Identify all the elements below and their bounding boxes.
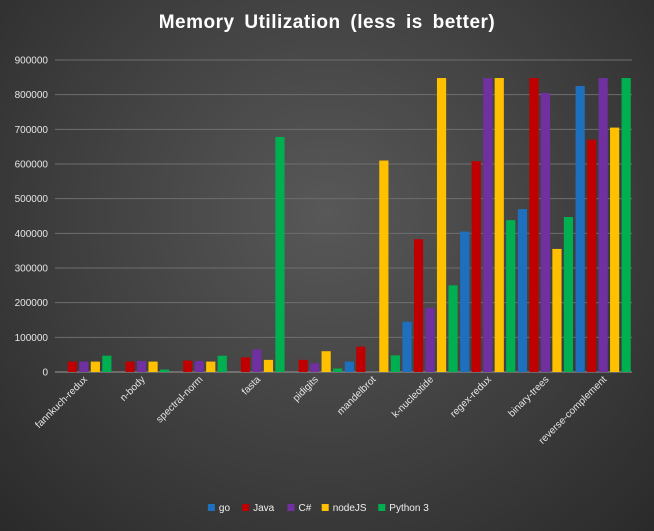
legend-label: Java: [253, 503, 275, 514]
bar: [90, 361, 100, 372]
bar: [471, 161, 481, 372]
bar: [356, 346, 366, 372]
y-tick-label: 800000: [15, 90, 49, 101]
bar: [194, 360, 204, 372]
chart-title: Memory Utilization (less is better): [158, 12, 496, 33]
legend-swatch: [321, 504, 329, 511]
bar: [483, 78, 493, 372]
bar: [402, 321, 412, 372]
bar: [448, 285, 458, 372]
legend-swatch: [287, 504, 295, 511]
y-tick-label: 700000: [15, 125, 49, 136]
bar: [183, 360, 193, 372]
bar: [310, 363, 320, 372]
bar: [136, 360, 147, 372]
legend-item: nodeJS: [321, 503, 367, 514]
bar: [125, 361, 135, 372]
legend-label: C#: [299, 503, 312, 514]
x-tick-label: n-body: [118, 374, 147, 403]
bar: [425, 307, 435, 372]
y-tick-label: 400000: [15, 229, 49, 240]
bar: [517, 209, 528, 372]
legend-swatch: [242, 504, 250, 511]
bar: [148, 361, 158, 372]
x-tick-label: k-nucleotide: [390, 374, 436, 420]
bar: [575, 86, 585, 372]
bar: [240, 357, 251, 372]
legend-item: go: [207, 503, 231, 514]
bar: [298, 359, 308, 372]
y-tick-label: 500000: [15, 194, 49, 205]
legend-label: nodeJS: [333, 503, 367, 514]
x-tick-label: spectral-norm: [154, 374, 205, 425]
x-tick-label: pidigits: [291, 374, 321, 404]
legend-item: Java: [242, 503, 275, 514]
y-tick-label: 0: [42, 368, 48, 379]
bar: [217, 355, 227, 372]
bar: [529, 78, 539, 372]
bar: [333, 368, 343, 372]
x-tick-label: regex-redux: [448, 374, 494, 420]
bar: [79, 361, 89, 372]
bars: [67, 78, 631, 372]
bar: [621, 78, 631, 372]
bar: [206, 361, 216, 372]
legend-swatch: [378, 504, 386, 511]
legend-swatch: [207, 504, 215, 511]
bar: [598, 78, 608, 372]
legend-label: go: [219, 503, 231, 514]
y-tick-label: 900000: [15, 56, 49, 67]
bar: [390, 355, 400, 372]
bar: [379, 160, 389, 372]
bar: [587, 139, 597, 372]
x-tick-label: fasta: [240, 374, 263, 397]
bar: [102, 355, 112, 372]
bar: [552, 248, 562, 372]
y-tick-label: 200000: [15, 298, 49, 309]
legend-item: C#: [287, 503, 312, 514]
bar: [540, 92, 551, 372]
x-tick-label: binary-trees: [506, 374, 551, 419]
bar: [252, 349, 262, 372]
legend-label: Python 3: [389, 503, 429, 514]
bar: [563, 217, 574, 372]
bar: [321, 351, 331, 372]
bar: [506, 220, 516, 372]
bar: [159, 369, 170, 372]
legend-item: Python 3: [378, 503, 429, 514]
bar: [494, 78, 504, 372]
bar: [610, 127, 620, 372]
bar: [263, 359, 274, 372]
bar: [436, 78, 447, 372]
x-tick-label: mandelbrot: [335, 374, 378, 417]
y-tick-label: 100000: [15, 333, 49, 344]
bar: [344, 361, 354, 372]
bar: [460, 231, 470, 372]
x-tick-label: fannkuch-redux: [33, 374, 90, 431]
y-tick-label: 600000: [15, 160, 49, 171]
bar: [67, 361, 77, 372]
bar: [413, 239, 424, 372]
y-tick-label: 300000: [15, 264, 49, 275]
bar: [275, 136, 285, 372]
legend: go Java C# nodeJS Python 3: [207, 503, 429, 514]
